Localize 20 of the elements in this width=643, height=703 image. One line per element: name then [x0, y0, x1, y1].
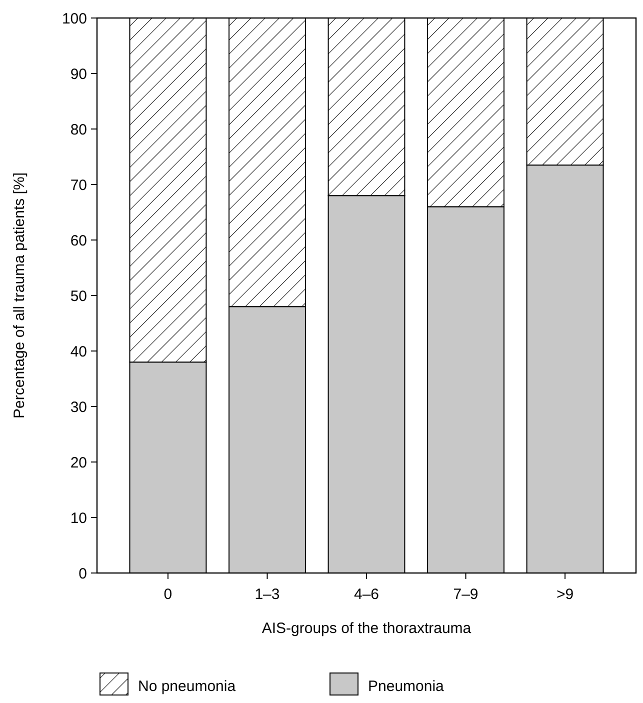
x-tick-label: 4–6 — [354, 586, 380, 603]
legend-label: Pneumonia — [368, 678, 445, 695]
y-tick-label: 30 — [70, 398, 87, 416]
x-tick-label: >9 — [556, 586, 574, 603]
y-tick-label: 10 — [70, 510, 87, 527]
x-tick-label: 1–3 — [254, 586, 280, 603]
y-tick-label: 0 — [78, 565, 87, 582]
legend-label: No pneumonia — [138, 678, 236, 695]
y-tick-label: 40 — [70, 343, 87, 360]
y-tick-label: 90 — [70, 66, 87, 83]
y-tick-label: 50 — [70, 288, 87, 305]
y-tick-label: 100 — [62, 10, 87, 28]
y-axis-title: Percentage of all trauma patients [%] — [11, 172, 28, 418]
y-tick-label: 70 — [70, 176, 87, 194]
y-tick-label: 20 — [70, 454, 87, 472]
y-tick-label: 60 — [70, 232, 87, 250]
x-tick-label: 0 — [164, 586, 172, 603]
x-axis-title: AIS-groups of the thoraxtrauma — [262, 620, 472, 637]
x-tick-label: 7–9 — [453, 586, 478, 603]
y-tick-label: 80 — [70, 121, 87, 138]
